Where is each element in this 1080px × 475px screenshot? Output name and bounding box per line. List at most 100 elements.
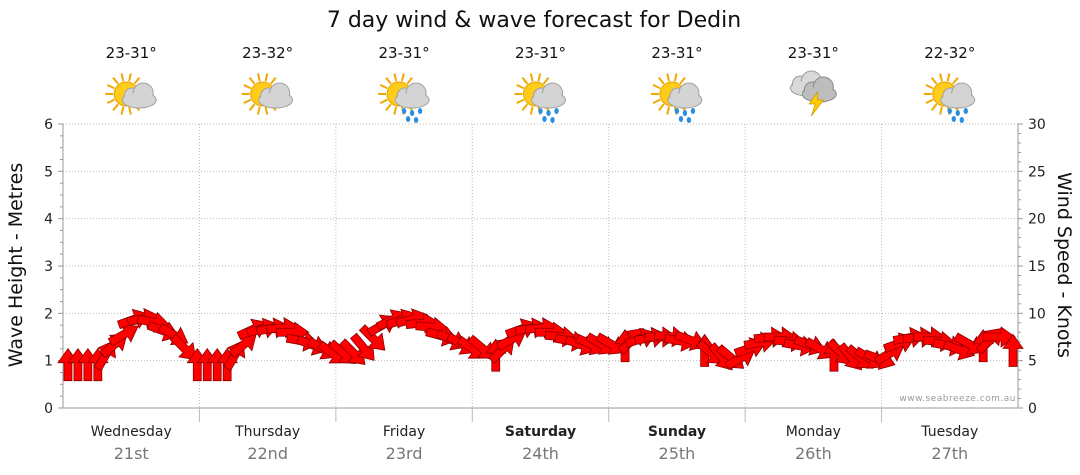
daily-temp-range: 23-32° — [242, 44, 293, 62]
day-name-label: Wednesday — [91, 424, 172, 440]
rain-drop — [963, 108, 968, 114]
day-date-label: 21st — [114, 444, 149, 463]
lightning-bolt — [808, 90, 825, 117]
cloud-shape — [667, 82, 703, 109]
sun-ray — [106, 83, 115, 90]
rain-drop — [682, 110, 688, 116]
daily-temp-range: 23-31° — [651, 44, 702, 62]
sun-cloud-rain-icon — [378, 73, 430, 123]
sun-ray — [269, 76, 277, 85]
daily-temp-range: 23-31° — [106, 44, 157, 62]
chart-title: 7 day wind & wave forecast for Dedin — [327, 8, 741, 33]
sun-ray — [106, 98, 115, 105]
left-tick-label: 2 — [44, 306, 53, 322]
axes — [58, 123, 1023, 422]
day-date-label: 25th — [659, 444, 696, 463]
sun-ray — [243, 98, 252, 105]
sun-ray — [652, 83, 661, 90]
left-tick-label: 0 — [44, 401, 53, 417]
rain-drop — [550, 117, 555, 123]
day-name-label: Tuesday — [920, 424, 978, 440]
cloud-shape — [258, 82, 294, 109]
sun-ray — [529, 106, 534, 115]
sun-ray — [516, 83, 525, 90]
sun-ray — [120, 106, 125, 115]
right-tick-label: 30 — [1028, 117, 1046, 133]
rain-drop — [678, 116, 684, 122]
rain-drop — [538, 108, 543, 114]
sun-cloud-rain-icon — [650, 73, 703, 123]
daily-temp-range: 23-31° — [379, 44, 430, 62]
rain-drop — [409, 110, 415, 116]
right-axis-ticks: 0 5 10 15 20 25 30 — [1028, 117, 1046, 417]
sun-ray — [939, 106, 943, 115]
cloud-shape — [801, 76, 837, 103]
sun-ray — [658, 76, 665, 85]
left-tick-label: 1 — [44, 354, 53, 370]
sun-ray — [521, 103, 529, 112]
sun-ray — [393, 106, 398, 115]
wind-arrow — [169, 333, 197, 361]
daily-temp-range: 23-31° — [515, 44, 566, 62]
day-date-label: 26th — [795, 444, 832, 463]
sun-ray — [133, 76, 141, 85]
sun-ray — [521, 76, 529, 85]
day-date-label: 22nd — [247, 444, 288, 463]
sun-ray — [248, 76, 256, 85]
rain-drop — [417, 108, 423, 114]
left-tick-label: 5 — [44, 164, 53, 180]
left-axis-ticks: 0 1 2 3 4 5 6 — [44, 117, 53, 417]
sun-ray — [128, 106, 132, 115]
sun-ray — [248, 103, 256, 112]
wind-arrow — [982, 326, 1016, 348]
sun-ray — [666, 106, 671, 115]
day-name-label: Friday — [383, 424, 425, 440]
left-tick-label: 3 — [44, 259, 53, 275]
sun-cloud-icon — [241, 73, 294, 115]
sun-ray — [652, 98, 661, 105]
left-axis-title: Wave Height - Metres — [5, 163, 27, 367]
sun-ray — [537, 73, 542, 82]
sun-ray — [243, 83, 252, 90]
left-tick-label: 6 — [44, 117, 53, 133]
sun-ray — [379, 98, 388, 105]
rain-drop — [951, 116, 956, 122]
sun-ray — [939, 73, 943, 82]
rain-drop — [542, 116, 547, 122]
sun-ray — [400, 73, 405, 82]
sun-ray — [952, 76, 959, 85]
cloud-shape — [121, 82, 157, 109]
sun-cloud-rain-icon — [923, 73, 976, 123]
wind-arrow — [1002, 333, 1024, 367]
day-name-label: Thursday — [234, 424, 300, 440]
sun-ray — [946, 73, 951, 82]
right-axis-title: Wind Speed - Knots — [1053, 172, 1075, 358]
rain-drop — [947, 108, 952, 114]
sun-ray — [112, 103, 119, 112]
day-labels: Wednesday 21st Thursday 22nd Friday 23rd Satur… — [91, 424, 979, 463]
sun-ray — [406, 76, 413, 85]
rain-drop — [413, 117, 419, 123]
sun-ray — [925, 83, 934, 90]
sun-ray — [256, 73, 261, 82]
sun-ray — [529, 73, 534, 82]
sun-ray — [679, 76, 686, 85]
sun-ray — [256, 106, 261, 115]
sun-ray — [925, 98, 934, 105]
day-name-label: Saturday — [505, 424, 576, 440]
sun-ray — [930, 103, 938, 112]
rain-drop — [554, 108, 559, 114]
wind-arrow — [358, 324, 386, 351]
credit-text: www.seabreeze.com.au — [899, 394, 1016, 404]
sun-ray — [128, 73, 132, 82]
sun-ray — [673, 73, 678, 82]
sun-ray — [112, 76, 119, 85]
sun-cloud-rain-icon — [514, 73, 566, 123]
rain-drop — [955, 110, 960, 116]
wind-arrow-shape — [982, 326, 1016, 348]
sun-cloud-icon — [105, 73, 157, 115]
sun-ray — [379, 83, 388, 90]
sun-ray — [393, 73, 398, 82]
right-tick-label: 0 — [1028, 401, 1037, 417]
